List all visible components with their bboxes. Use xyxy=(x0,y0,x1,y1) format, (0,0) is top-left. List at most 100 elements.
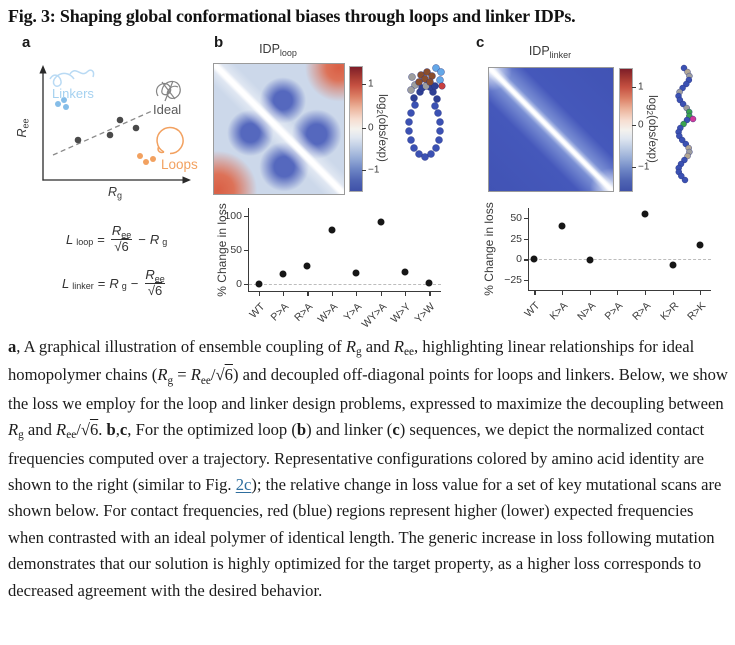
caption-text: , A graphical illustration of ensemble c… xyxy=(16,337,346,356)
y-tick-mark xyxy=(524,217,529,220)
fraction-numerator: Ree xyxy=(109,223,134,240)
colorbar-label: log2(obs/exp) xyxy=(375,94,388,162)
x-tick-label: N>A xyxy=(574,299,598,323)
caption-text: R xyxy=(157,365,168,385)
colorbar-label-wrap: log2(obs/exp) xyxy=(642,66,662,192)
y-tick-label: 50 xyxy=(230,244,242,256)
ideal-points xyxy=(74,116,140,144)
x-tick-label: W>A xyxy=(315,300,341,326)
caption-text: ee xyxy=(404,346,415,359)
fraction-denominator: √6 xyxy=(111,238,132,255)
x-axis-arrow-icon xyxy=(182,176,191,184)
colorbar-tick xyxy=(362,84,366,86)
loop-mutational-scan-chart: % Change in loss 0 50 100 WT P>A R>A W>A Y>A WY>… xyxy=(205,203,455,331)
figure-caption: a, A graphical illustration of ensemble … xyxy=(8,334,730,604)
caption-text: ee xyxy=(200,374,211,387)
caption-text: g xyxy=(18,429,24,442)
x-tick-label: WT xyxy=(246,300,267,321)
data-point xyxy=(377,218,385,226)
contact-map-loop xyxy=(213,63,345,195)
y-axis-arrow-icon xyxy=(39,65,47,74)
colorbar-label-subscript: 2 xyxy=(375,109,384,114)
caption-text: . xyxy=(98,420,107,440)
equation-term: R xyxy=(109,275,119,291)
x-tick-label: K>A xyxy=(547,299,571,323)
colorbar-label-text: (obs/exp) xyxy=(646,114,658,163)
x-tick-mark xyxy=(380,291,382,296)
caption-text: R xyxy=(8,420,19,440)
x-tick-label: P>A xyxy=(268,300,292,324)
x-tick-mark xyxy=(429,291,431,296)
idp-label: IDP xyxy=(259,42,280,56)
data-point xyxy=(303,262,311,270)
caption-text: , For the optimized loop ( xyxy=(127,420,297,440)
x-tick-mark xyxy=(258,291,260,296)
x-tick-mark xyxy=(331,291,334,296)
caption-text: c xyxy=(392,420,400,440)
ideal-trendline xyxy=(52,110,153,156)
x-tick-mark xyxy=(307,291,309,296)
data-point xyxy=(530,255,538,263)
plot-area: % Change in loss 0 50 100 WT P>A R>A W>A Y>A WY>… xyxy=(215,203,441,331)
minus-sign: − xyxy=(138,231,146,247)
fraction-numerator: Ree xyxy=(142,267,167,284)
caption-text: g xyxy=(167,374,174,387)
radical-sign: √ xyxy=(147,282,155,298)
colorbar-label-wrap: log2(obs/exp) xyxy=(372,64,392,192)
y-tick-label: 0 xyxy=(516,253,522,266)
panel-a-schematic: Linkers Ideal Loops Ree Rg xyxy=(15,65,198,201)
caption-text: and xyxy=(361,337,394,356)
colorbar-tick-label: 0 xyxy=(368,122,374,134)
figure-title: Fig. 3: Shaping global conformational bi… xyxy=(8,6,576,26)
x-tick-mark xyxy=(589,290,591,295)
fraction: Ree √6 xyxy=(142,267,167,299)
y-tick-label: 25 xyxy=(510,232,522,245)
caption-text: , xyxy=(115,420,120,440)
x-tick-mark xyxy=(534,290,536,295)
y-tick-mark xyxy=(524,238,529,240)
equation-term: R xyxy=(145,267,155,282)
equation-term: L xyxy=(66,231,74,247)
zero-dashed-line xyxy=(529,259,711,261)
contact-map-linker xyxy=(488,67,614,192)
minus-sign: − xyxy=(130,275,139,291)
caption-text: √ xyxy=(215,365,225,385)
y-tick-label: −25 xyxy=(504,274,522,287)
y-tick-label: 50 xyxy=(510,211,522,224)
equation-term: L xyxy=(62,275,70,291)
x-tick-mark xyxy=(617,290,619,295)
data-point xyxy=(255,280,263,288)
caption-text: ) and decoupled off-diagonal points for … xyxy=(8,365,728,413)
data-point xyxy=(328,226,336,234)
linker-configuration-illustration xyxy=(675,64,697,184)
caption-text: R xyxy=(345,337,356,356)
panel-a-ylabel: Ree xyxy=(15,118,31,137)
y-tick-mark xyxy=(244,250,249,252)
linkers-label: Linkers xyxy=(52,86,94,101)
data-point xyxy=(352,269,360,277)
x-tick-label: P>A xyxy=(602,299,626,323)
x-tick-label: WY>A xyxy=(359,300,389,331)
figure-link-2c[interactable]: 2c xyxy=(235,475,252,495)
equation-subscript: loop xyxy=(76,237,94,248)
data-point xyxy=(279,270,287,278)
y-tick-mark xyxy=(244,216,249,218)
loops-label: Loops xyxy=(161,157,198,172)
caption-text: = xyxy=(173,365,191,385)
fraction: Ree √6 xyxy=(109,223,134,255)
equals-sign: = xyxy=(97,231,105,247)
caption-text: / xyxy=(76,420,81,440)
colorbar-tick xyxy=(362,170,366,172)
caption-text: g xyxy=(355,346,362,359)
caption-text: c xyxy=(119,420,128,440)
colorbar-label-text: log xyxy=(646,95,658,111)
equation-subscript: ee xyxy=(154,274,165,284)
x-tick-label: Y>W xyxy=(412,300,438,326)
radical-sign: √ xyxy=(114,238,122,254)
x-tick-label: W>Y xyxy=(388,300,414,326)
colorbar-tick xyxy=(632,167,636,169)
plot-area: % Change in loss −25 0 25 50 WT K>A N>A P>A R>A K… xyxy=(482,202,711,323)
data-point xyxy=(401,268,409,276)
